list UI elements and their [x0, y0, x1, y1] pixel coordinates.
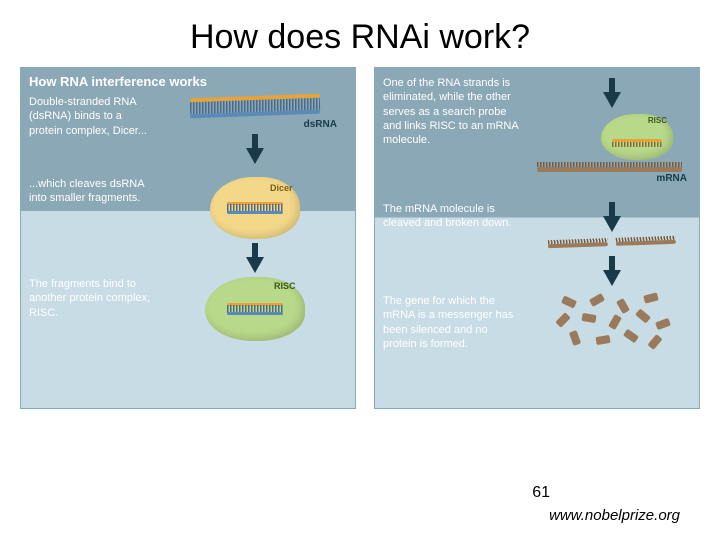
broken-mrna-illustration: [525, 198, 699, 292]
risc-blob-small: RISC: [601, 114, 673, 160]
right-step-2-text: The mRNA molecule is cleaved and broken …: [375, 198, 525, 235]
arrow-icon: [603, 92, 621, 108]
panel-left: How RNA interference works Double-strand…: [20, 67, 356, 409]
left-step-2-text: ...which cleaves dsRNA into smaller frag…: [21, 173, 156, 210]
dsrna-illustration: dsRNA: [156, 91, 355, 170]
arrow-icon: [246, 257, 264, 273]
dsrna-graphic: [190, 95, 320, 117]
slide-title: How does RNAi work?: [0, 0, 720, 57]
dsrna-label: dsRNA: [304, 119, 337, 130]
risc-illustration: RISC: [156, 273, 355, 341]
left-step-1-text: Double-stranded RNA (dsRNA) binds to a p…: [21, 91, 156, 142]
dsrna-fragment: [227, 201, 283, 215]
dicer-blob: Dicer: [210, 177, 300, 239]
arrow-icon: [603, 216, 621, 232]
mrna-strand: [537, 167, 682, 172]
source-caption: www.nobelprize.org: [549, 507, 680, 524]
arrow-icon: [603, 270, 621, 286]
risc-blob: RISC: [205, 277, 305, 341]
right-step-1-text: One of the RNA strands is eliminated, wh…: [375, 68, 525, 151]
risc-mrna-illustration: RISC mRNA: [525, 68, 699, 178]
arrow-icon: [246, 148, 264, 164]
panels-container: How RNA interference works Double-strand…: [0, 57, 720, 409]
page-number: 61: [532, 484, 550, 502]
mrna-fragments: [552, 294, 672, 349]
risc-label-small: RISC: [648, 116, 667, 125]
dicer-label: Dicer: [270, 183, 293, 193]
panel-right: One of the RNA strands is eliminated, wh…: [374, 67, 700, 409]
right-step-3-text: The gene for which the mRNA is a messeng…: [375, 290, 525, 355]
panel-left-heading: How RNA interference works: [21, 68, 355, 91]
dsrna-fragment: [227, 302, 283, 316]
dicer-illustration: Dicer: [156, 173, 355, 279]
broken-mrna: [548, 240, 676, 254]
ssrna-probe: [612, 139, 662, 147]
mrna-label: mRNA: [656, 173, 687, 184]
fragments-illustration: [525, 290, 699, 349]
risc-label: RISC: [274, 281, 296, 291]
left-step-3-text: The fragments bind to another protein co…: [21, 273, 156, 324]
